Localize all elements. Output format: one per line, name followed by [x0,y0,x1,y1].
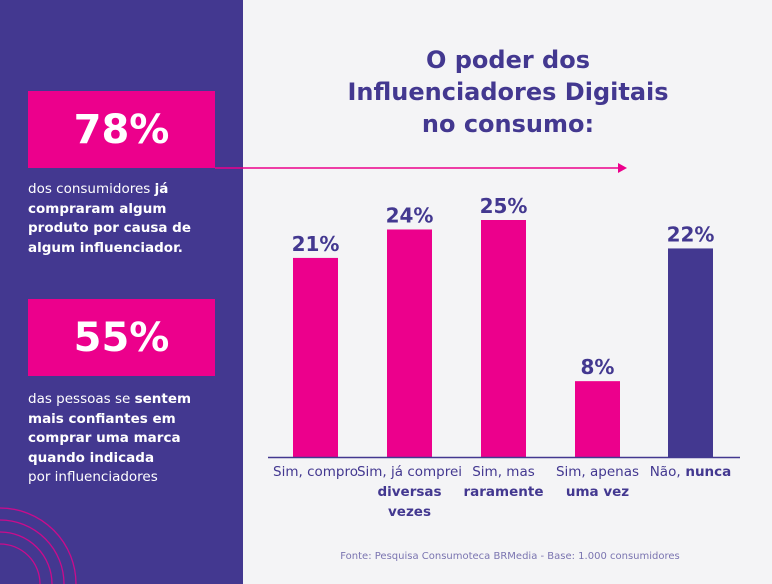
desc-bold: já compraram algum produto por causa de … [28,181,191,256]
desc-plain: dos consumidores [28,181,155,197]
data-label: 25% [480,194,528,218]
stat-78-box: 78% [28,91,215,168]
data-label: 21% [292,232,340,256]
x-tick-label: Sim, compro [261,462,371,482]
x-tick-label-plain: Sim, já comprei [356,464,463,480]
bar [293,257,338,457]
x-tick-label-bold: diversas vezes [377,484,442,520]
stat-78-description: dos consumidores já compraram algum prod… [28,180,228,258]
bar [668,248,713,457]
desc-after: por influenciadores [28,469,158,485]
x-tick-label-plain: Sim, compro [273,464,358,480]
source-note: Fonte: Pesquisa Consumoteca BRMedia - Ba… [340,551,680,562]
x-tick-label: Sim, já comprei diversas vezes [355,462,465,522]
stat-55-box: 55% [28,299,215,376]
stat-55-description: das pessoas se sentem mais confiantes em… [28,390,218,488]
data-label: 8% [581,355,615,379]
left-panel: 78% dos consumidores já compraram algum … [0,0,243,584]
x-tick-label: Sim, mas raramente [449,462,559,502]
x-tick-label-bold: nunca [680,464,732,480]
concentric-arcs-decoration [0,507,77,584]
arrow-head-icon [618,163,627,173]
desc-plain: das pessoas se [28,391,135,407]
bar [481,220,526,457]
bar [387,229,432,457]
x-tick-label-plain: Sim, mas [472,464,535,480]
x-tick-label-bold: uma vez [565,484,630,500]
data-label: 22% [667,222,715,246]
x-tick-label: Não, nunca [636,462,746,482]
bar [575,381,620,457]
x-tick-label-bold: raramente [463,484,544,500]
x-tick-label-plain: Não, [649,464,681,480]
x-tick-label: Sim, apenas uma vez [543,462,653,502]
desc-bold: sentem mais confiantes em comprar uma ma… [28,391,192,466]
data-label: 24% [386,203,434,227]
x-tick-label-plain: Sim, apenas [555,464,640,480]
chart-title: O poder dos Influenciadores Digitais no … [347,46,669,138]
